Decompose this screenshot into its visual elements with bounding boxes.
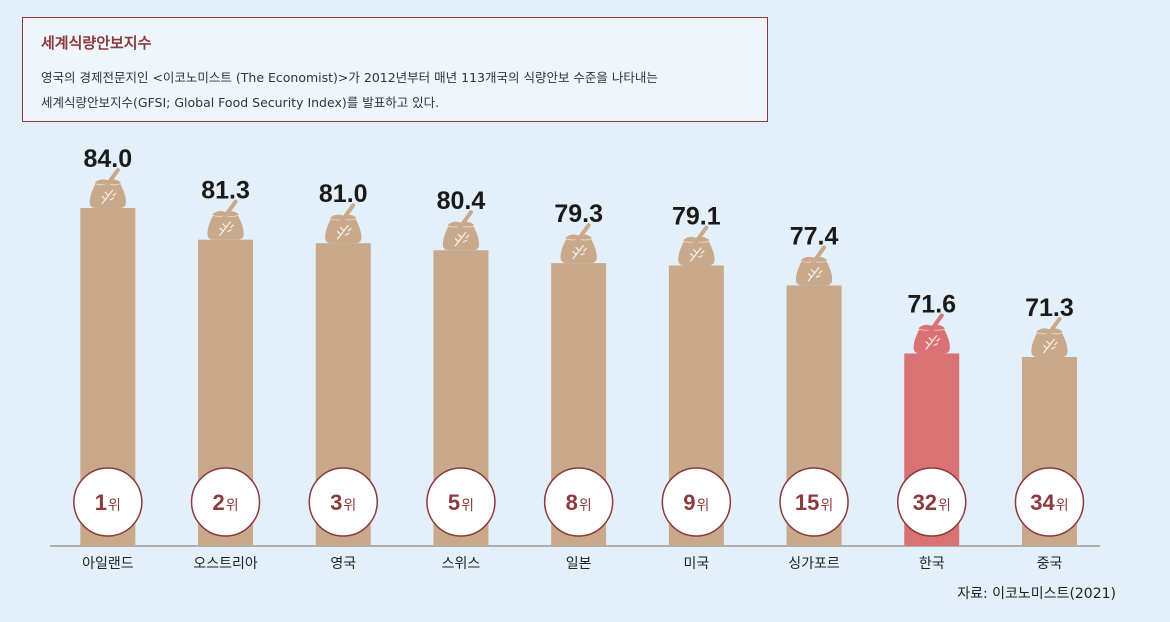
rank-number: 3 bbox=[330, 490, 342, 515]
rank-unit: 위 bbox=[108, 498, 121, 514]
info-description: 영국의 경제전문지인 <이코노미스트 (The Economist)>가 201… bbox=[41, 65, 749, 115]
rank-circle bbox=[190, 467, 261, 537]
rank-label: 8위 bbox=[566, 490, 592, 515]
rank-number: 34 bbox=[1030, 490, 1055, 515]
rank-circle bbox=[543, 467, 614, 537]
source-note: 자료: 이코노미스트(2021) bbox=[957, 586, 1116, 602]
rank-number: 2 bbox=[212, 490, 224, 515]
rank-unit: 위 bbox=[820, 498, 833, 514]
sack-icon bbox=[325, 203, 362, 244]
rank-unit: 위 bbox=[343, 498, 356, 514]
sack-icon bbox=[207, 199, 244, 240]
rank-circle bbox=[426, 467, 496, 537]
category-label: 오스트리아 bbox=[193, 556, 258, 572]
sack-icon bbox=[442, 210, 480, 251]
rank-label: 9위 bbox=[683, 490, 709, 515]
rank-number: 8 bbox=[566, 490, 578, 515]
rank-number: 15 bbox=[795, 490, 819, 515]
rank-label: 5위 bbox=[448, 490, 474, 515]
rank-label: 15위 bbox=[795, 490, 833, 515]
category-label: 일본 bbox=[566, 556, 592, 572]
sack-icon bbox=[913, 313, 950, 354]
value-label: 71.3 bbox=[1025, 294, 1074, 322]
category-label: 미국 bbox=[683, 556, 709, 572]
value-label: 80.4 bbox=[437, 187, 486, 215]
value-label: 81.3 bbox=[201, 177, 250, 205]
category-label: 싱가포르 bbox=[788, 556, 840, 572]
description-line-2: 세계식량안보지수(GFSI; Global Food Security Inde… bbox=[41, 95, 440, 110]
sack-icon bbox=[1031, 317, 1068, 357]
rank-number: 32 bbox=[913, 490, 937, 515]
rank-unit: 위 bbox=[461, 498, 474, 514]
description-line-1: 영국의 경제전문지인 <이코노미스트 (The Economist)>가 201… bbox=[41, 70, 658, 85]
value-label: 81.0 bbox=[319, 180, 368, 208]
category-label: 영국 bbox=[330, 556, 356, 572]
category-label: 한국 bbox=[919, 556, 945, 572]
value-label: 79.3 bbox=[554, 200, 603, 228]
sack-icon bbox=[795, 245, 833, 286]
rank-unit: 위 bbox=[697, 498, 710, 514]
info-title: 세계식량안보지수 bbox=[41, 34, 152, 52]
value-label: 84.0 bbox=[84, 145, 133, 173]
value-label: 71.6 bbox=[907, 290, 956, 318]
rank-circle bbox=[73, 467, 143, 537]
rank-unit: 위 bbox=[226, 498, 239, 514]
rank-number: 1 bbox=[95, 490, 107, 515]
category-label: 아일랜드 bbox=[82, 556, 134, 572]
rank-label: 3위 bbox=[330, 490, 356, 515]
rank-unit: 위 bbox=[938, 498, 951, 514]
rank-circle bbox=[779, 467, 849, 537]
rank-number: 9 bbox=[683, 490, 695, 515]
rank-label: 32위 bbox=[913, 490, 951, 515]
value-label: 77.4 bbox=[790, 222, 839, 250]
rank-circle bbox=[1014, 467, 1085, 537]
rank-label: 1위 bbox=[95, 490, 121, 515]
value-label: 79.1 bbox=[672, 202, 721, 230]
info-box: 세계식량안보지수 영국의 경제전문지인 <이코노미스트 (The Economi… bbox=[22, 17, 768, 122]
rank-circle bbox=[661, 467, 732, 537]
rank-circle bbox=[308, 467, 378, 537]
sack-icon bbox=[678, 225, 715, 266]
rank-label: 2위 bbox=[212, 490, 238, 515]
category-label: 중국 bbox=[1037, 556, 1063, 572]
rank-label: 34위 bbox=[1030, 490, 1068, 515]
rank-number: 5 bbox=[448, 490, 460, 515]
sack-icon bbox=[560, 223, 597, 264]
rank-circle bbox=[897, 467, 967, 537]
category-label: 스위스 bbox=[442, 556, 481, 572]
sack-icon bbox=[89, 168, 126, 208]
rank-unit: 위 bbox=[1056, 498, 1069, 514]
rank-unit: 위 bbox=[579, 498, 592, 514]
